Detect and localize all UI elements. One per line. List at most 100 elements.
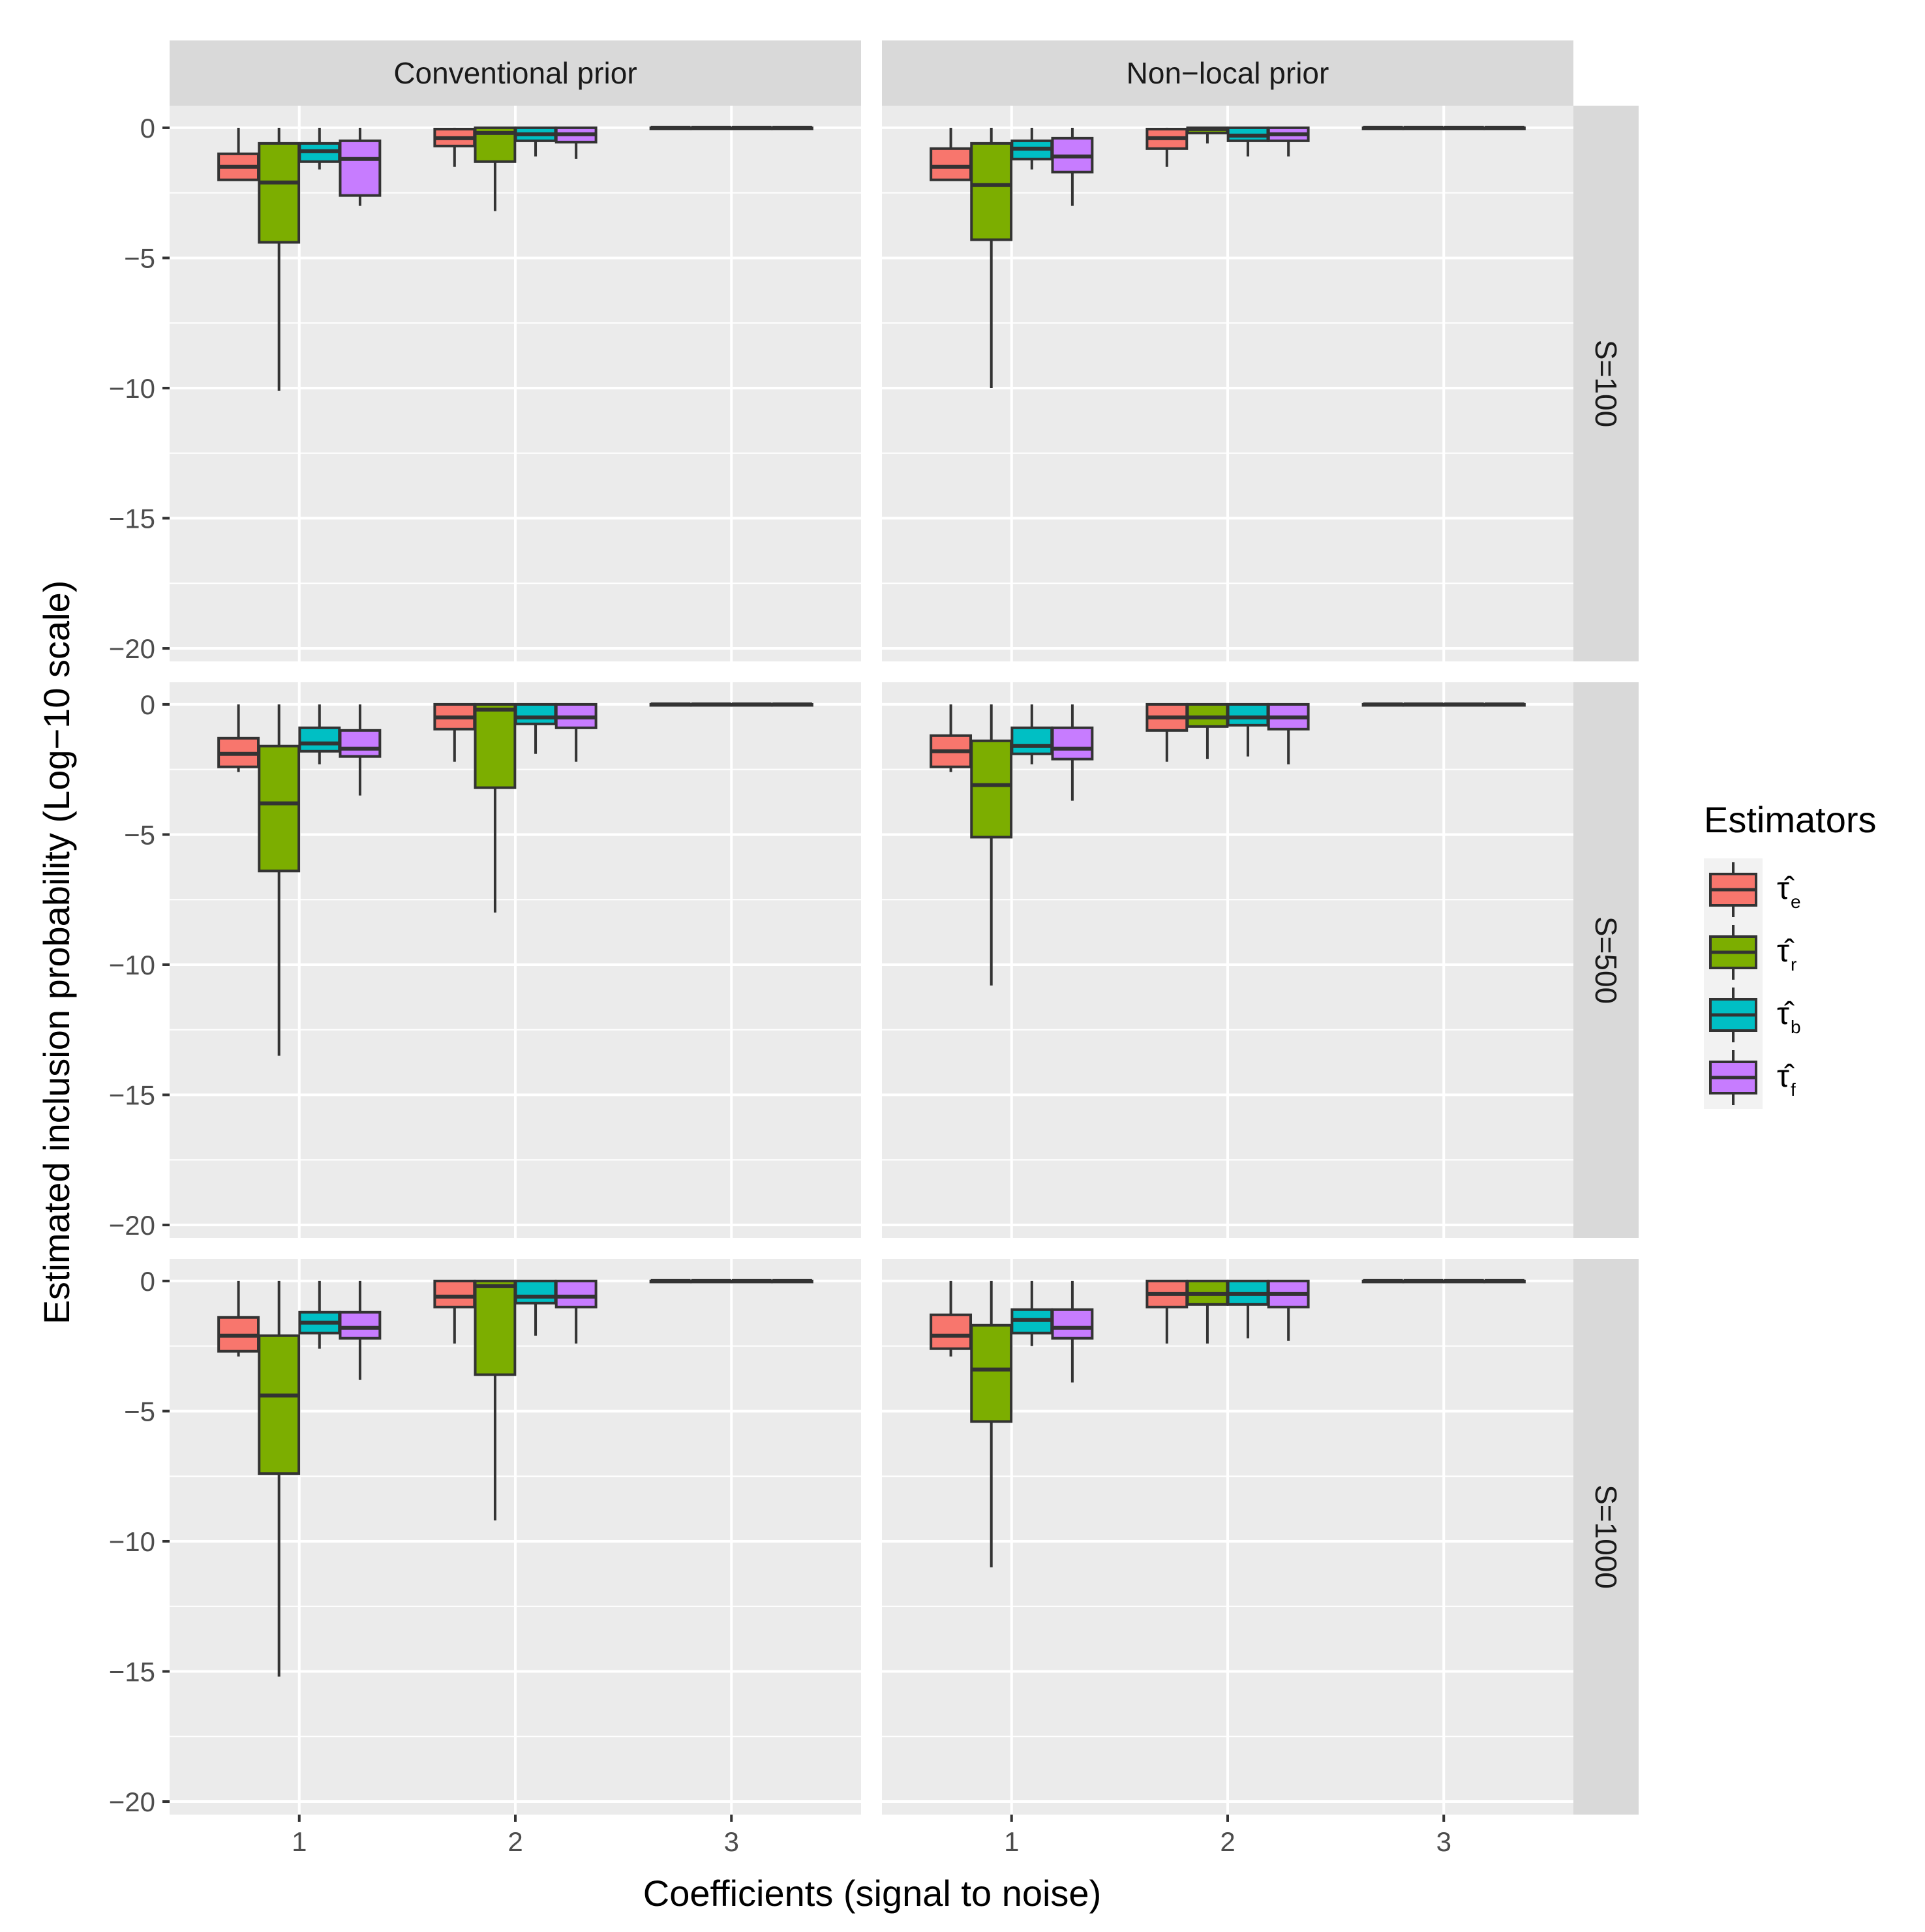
box-body [970, 142, 1013, 241]
box-r-coef-1 [970, 127, 1013, 388]
box-e-coef-2 [1145, 1279, 1189, 1344]
y-tick-label: −15 [109, 504, 155, 534]
y-axis-title: Estimated inclusion probability (Log−10 … [36, 581, 77, 1325]
box-f-coef-3 [1483, 702, 1526, 707]
x-axis-title: Coefficients (signal to noise) [643, 1873, 1101, 1914]
strip-background [1573, 1259, 1639, 1815]
box-b-coef-3 [1442, 702, 1485, 707]
panel-2-1 [882, 1259, 1573, 1815]
box-e-coef-3 [649, 125, 692, 130]
box-r-coef-1 [258, 1280, 301, 1677]
box-f-coef-2 [1267, 126, 1310, 157]
y-tick-label: −10 [109, 950, 155, 980]
y-tick-label: −15 [109, 1080, 155, 1111]
box-f-coef-3 [1483, 125, 1526, 130]
legend-entry-b: τ̂b [1704, 984, 1801, 1046]
y-tick-label: 0 [140, 113, 155, 143]
box-r-coef-2 [474, 702, 517, 913]
row-strip-label: S=1000 [1589, 1485, 1623, 1589]
strip-background [1573, 106, 1639, 661]
row-strip-0: S=100 [1573, 106, 1639, 661]
panel-2-0 [170, 1259, 861, 1815]
y-tick-label: −5 [124, 1396, 155, 1426]
x-tick-label: 2 [1220, 1826, 1235, 1857]
box-body [433, 1279, 476, 1308]
box-body [474, 702, 517, 789]
box-f-coef-2 [1267, 1279, 1310, 1341]
box-f-coef-2 [554, 702, 598, 762]
box-body [514, 1279, 557, 1305]
y-tick-label: −10 [109, 1526, 155, 1557]
x-tick-label: 1 [292, 1826, 307, 1857]
box-f-coef-3 [770, 125, 813, 130]
box-f-coef-3 [770, 702, 813, 707]
box-f-coef-1 [339, 704, 382, 796]
box-r-coef-2 [474, 126, 517, 211]
box-body [339, 139, 382, 197]
box-body [970, 739, 1013, 839]
strip-background [882, 40, 1573, 106]
box-e-coef-1 [217, 704, 260, 772]
column-strip-1: Non−local prior [882, 40, 1573, 106]
panel-1-0 [170, 682, 861, 1238]
legend: Estimators τ̂eτ̂rτ̂bτ̂f [1704, 799, 1877, 1109]
y-tick-label: −20 [109, 633, 155, 664]
box-r-coef-3 [690, 125, 733, 130]
legend-keys: τ̂eτ̂rτ̂bτ̂f [1704, 858, 1801, 1109]
box-body [474, 1279, 517, 1376]
box-f-coef-2 [1267, 702, 1310, 764]
box-b-coef-1 [298, 1280, 341, 1349]
box-e-coef-3 [1361, 702, 1404, 707]
box-body [1010, 726, 1053, 755]
box-e-coef-2 [1145, 702, 1189, 762]
strips-layer: Conventional prior Non−local prior S=100 S=… [170, 40, 1639, 1815]
strip-background [1573, 682, 1639, 1238]
x-tick-label: 3 [724, 1826, 739, 1857]
box-r-coef-3 [1402, 1278, 1445, 1284]
box-body [258, 142, 301, 244]
y-tick-label: −20 [109, 1210, 155, 1241]
box-b-coef-1 [1010, 704, 1053, 764]
y-tick-label: −15 [109, 1657, 155, 1687]
box-r-coef-1 [970, 1280, 1013, 1567]
box-e-coef-2 [1145, 127, 1189, 167]
axes-layer: 0 −5 −10 −15 −20 0 −5 −10 −15 −20 0 −5 −10 −15 −20 1 2 3 1… [109, 113, 1451, 1857]
box-e-coef-2 [433, 127, 476, 167]
box-b-coef-2 [1226, 1279, 1269, 1338]
box-e-coef-3 [649, 1278, 692, 1284]
box-e-coef-1 [217, 1280, 260, 1357]
box-body [970, 1323, 1013, 1423]
box-f-coef-2 [554, 126, 598, 159]
box-e-coef-3 [649, 702, 692, 707]
legend-entry-e: τ̂e [1704, 858, 1801, 921]
x-tick-label: 3 [1436, 1826, 1451, 1857]
box-body [339, 729, 382, 758]
y-tick-label: −5 [124, 819, 155, 850]
box-b-coef-1 [1010, 127, 1053, 170]
y-tick-label: 0 [140, 1266, 155, 1297]
box-e-coef-1 [930, 1280, 973, 1357]
box-body [1051, 1308, 1094, 1340]
box-body [258, 744, 301, 873]
box-e-coef-3 [1361, 1278, 1404, 1284]
box-r-coef-3 [690, 702, 733, 707]
box-r-coef-3 [690, 1278, 733, 1284]
row-strip-1: S=500 [1573, 682, 1639, 1238]
box-f-coef-1 [1051, 1280, 1094, 1383]
box-f-coef-3 [1483, 1278, 1526, 1284]
x-tick-label: 1 [1004, 1826, 1019, 1857]
box-f-coef-3 [770, 1278, 813, 1284]
legend-title: Estimators [1704, 799, 1877, 840]
box-b-coef-2 [1226, 126, 1269, 157]
column-strip-label: Non−local prior [1127, 56, 1329, 90]
box-b-coef-3 [730, 1278, 773, 1284]
panel-1-1 [882, 682, 1573, 1238]
x-tick-label: 2 [508, 1826, 523, 1857]
box-b-coef-3 [1442, 125, 1485, 130]
row-strip-2: S=1000 [1573, 1259, 1639, 1815]
box-b-coef-2 [514, 702, 557, 754]
y-tick-label: 0 [140, 689, 155, 720]
box-body [930, 147, 973, 181]
box-body [1226, 702, 1269, 727]
